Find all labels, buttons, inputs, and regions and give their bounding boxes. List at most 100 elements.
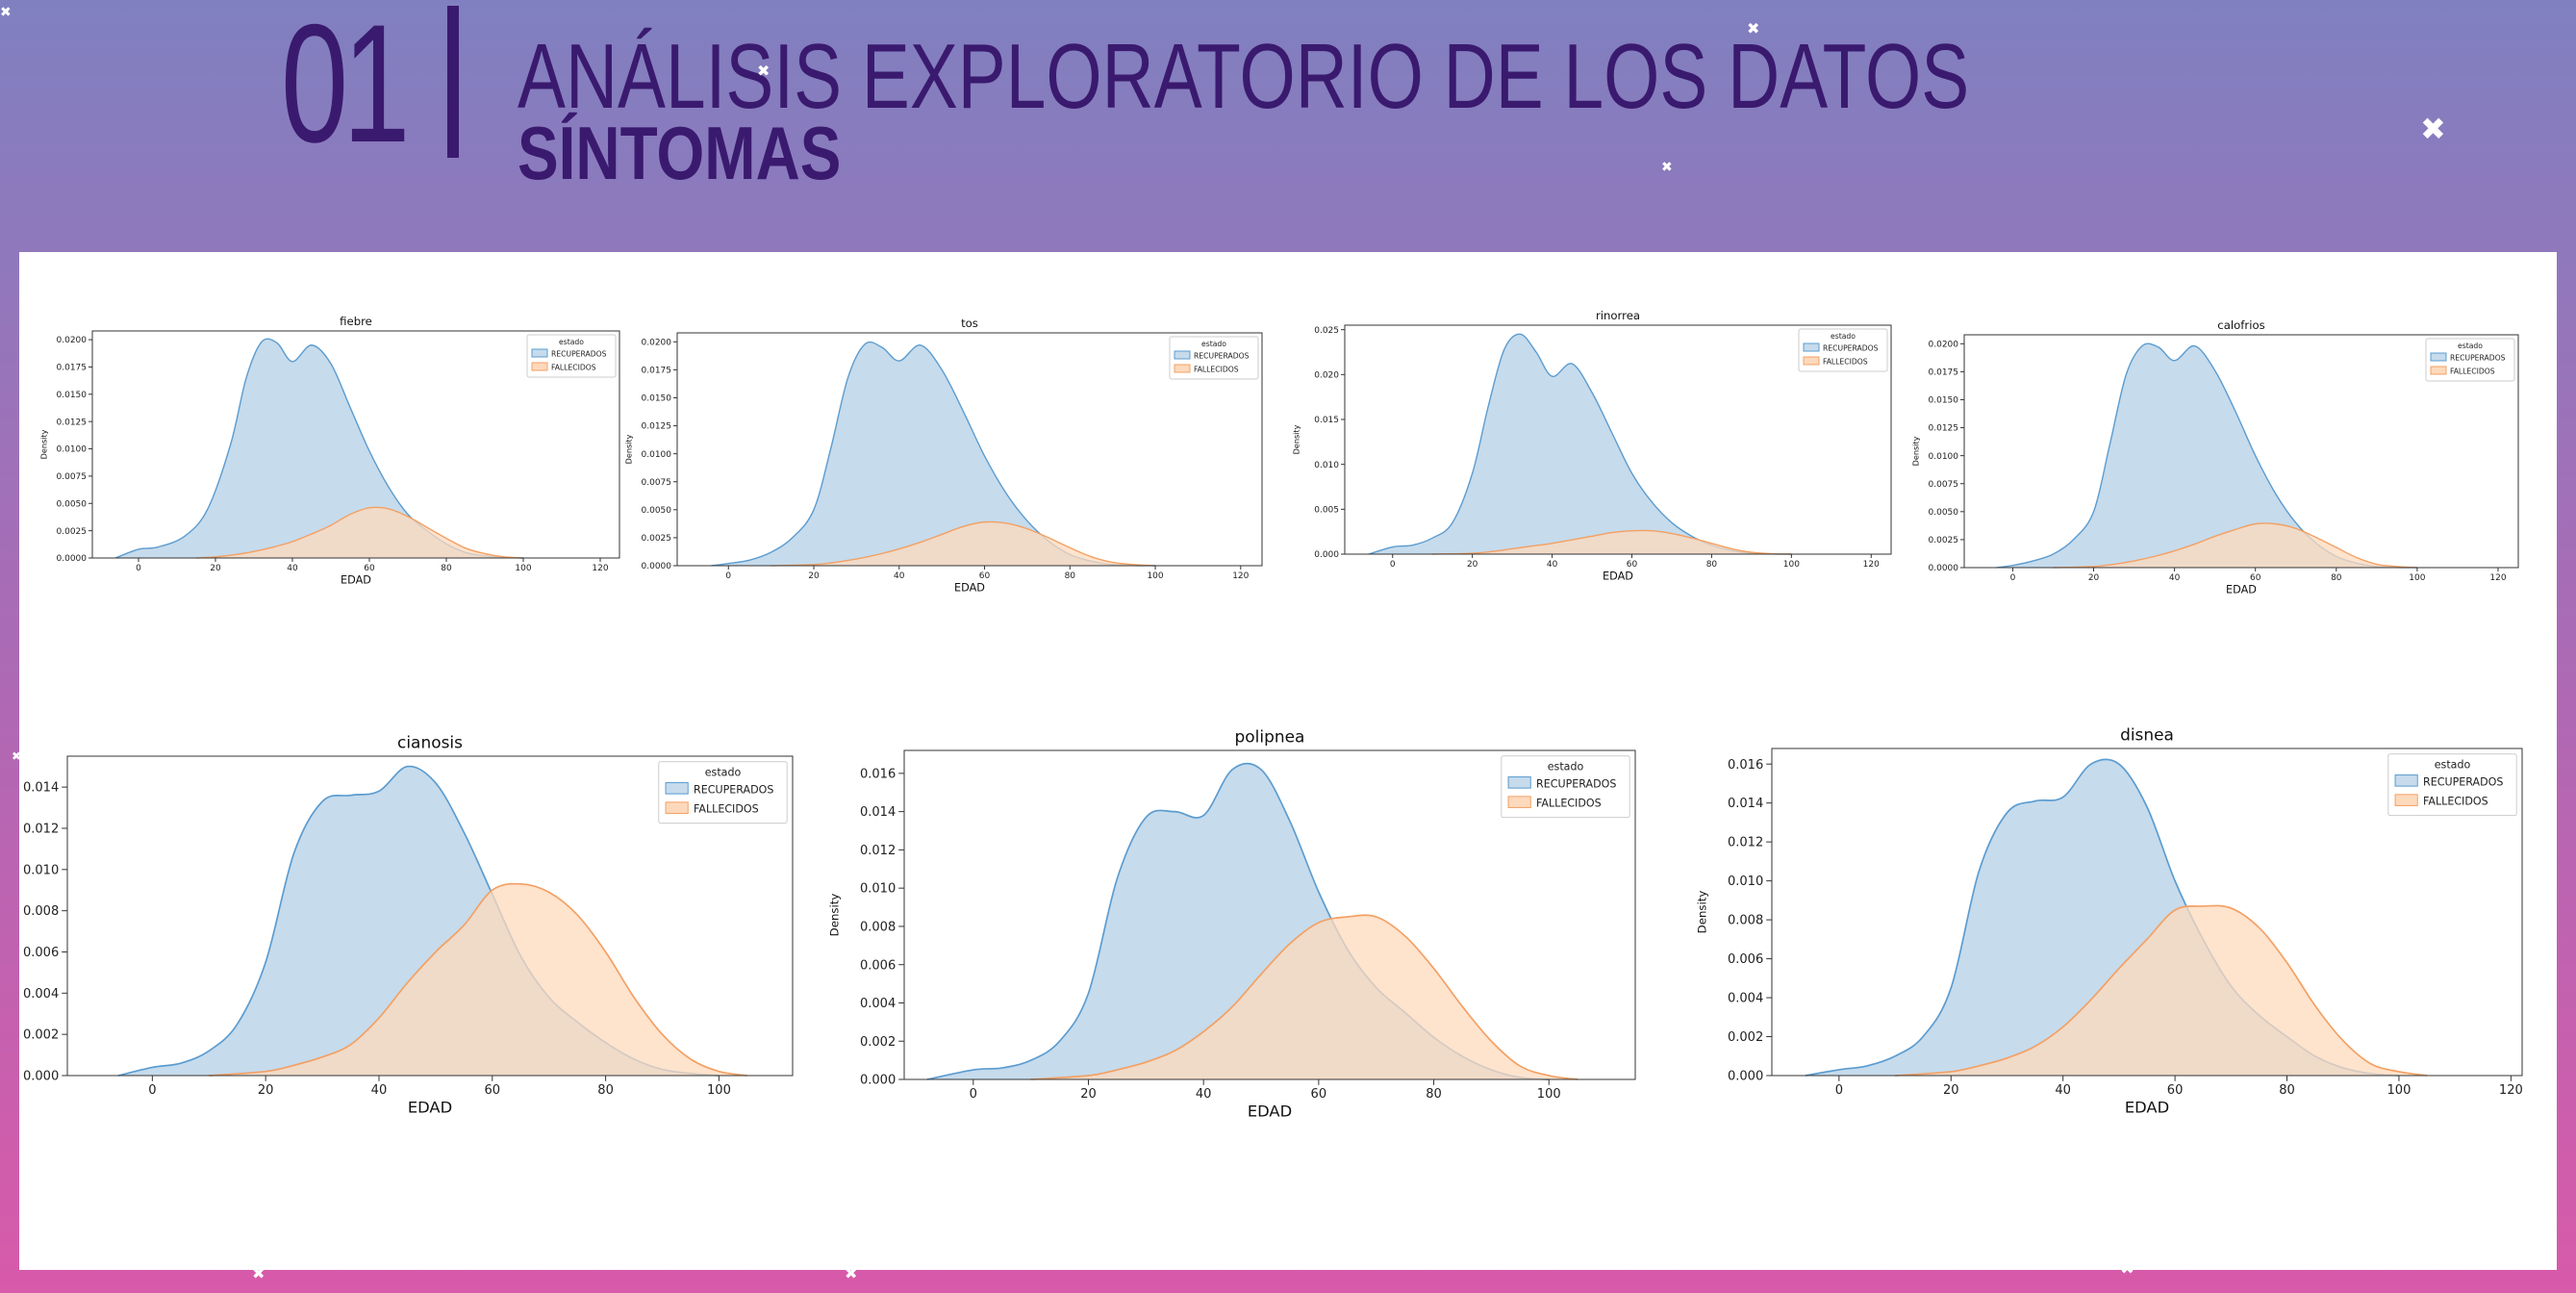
- y-axis-label: Density: [1911, 436, 1921, 466]
- section-divider: [447, 6, 459, 158]
- x-tick-label: 0: [1835, 1083, 1843, 1098]
- series-area-fallecidos: [1030, 915, 1578, 1079]
- x-tick-label: 20: [1080, 1087, 1097, 1102]
- x-axis-label: EDAD: [1603, 570, 1633, 583]
- x-tick-label: 40: [1196, 1087, 1212, 1102]
- x-tick-label: 20: [2088, 573, 2100, 583]
- charts-panel: 0 20 40 60 80 100 120 0.0000 0.0025 0.0050 0.0075 0…: [0, 252, 2557, 1270]
- legend-swatch-fallecidos: [531, 362, 548, 371]
- legend-title: estado: [1201, 340, 1226, 348]
- legend-title: estado: [559, 338, 584, 346]
- legend-label-fallecidos: FALLECIDOS: [1536, 798, 1602, 810]
- x-axis-label: EDAD: [2125, 1098, 2169, 1116]
- legend-swatch-recuperados: [1174, 350, 1191, 360]
- y-tick-label: 0.014: [23, 781, 59, 796]
- y-tick-label: 0.010: [23, 863, 59, 877]
- chart-polipnea: 0 20 40 60 80 100 0.000 0.002 0.004 0.006 0.008 0.0…: [827, 726, 1636, 1120]
- y-tick-label: 0.0200: [57, 336, 88, 345]
- y-tick-label: 0.0175: [642, 367, 672, 376]
- x-axis-label: EDAD: [341, 574, 371, 587]
- x-tick-label: 60: [2250, 573, 2261, 583]
- y-tick-label: 0.0100: [642, 450, 672, 460]
- series-area-recuperados: [1996, 343, 2417, 568]
- plot-frame: [1344, 324, 1892, 555]
- y-tick-label: 0.0025: [1929, 536, 1959, 545]
- y-tick-label: 0.016: [860, 767, 896, 781]
- legend-box: [1798, 328, 1888, 372]
- legend-box: [1169, 336, 1259, 380]
- series-area-recuperados: [118, 766, 720, 1076]
- legend-label-recuperados: RECUPERADOS: [1194, 352, 1250, 361]
- chart-title: tos: [961, 317, 978, 330]
- y-tick-label: 0.020: [1314, 370, 1339, 380]
- y-tick-label: 0.0175: [1929, 368, 1959, 378]
- y-tick-label: 0.005: [1314, 505, 1339, 515]
- x-tick-label: 100: [1783, 560, 1800, 570]
- x-tick-label: 80: [2279, 1083, 2295, 1098]
- legend-label-fallecidos: FALLECIDOS: [2423, 796, 2488, 808]
- y-tick-label: 0.002: [1728, 1030, 1763, 1045]
- page-subtitle: SÍNTOMAS: [518, 111, 842, 195]
- series-area-recuperados: [1368, 334, 1792, 554]
- legend-title: estado: [1831, 332, 1856, 341]
- y-tick-label: 0.000: [860, 1074, 896, 1088]
- y-tick-label: 0.015: [1314, 416, 1339, 425]
- legend-label-fallecidos: FALLECIDOS: [551, 364, 596, 372]
- x-tick-label: 100: [707, 1083, 731, 1098]
- series-area-recuperados: [1805, 759, 2399, 1076]
- star-icon: ✖: [1747, 19, 1760, 38]
- y-tick-label: 0.0175: [57, 364, 88, 373]
- x-axis-label: EDAD: [1248, 1102, 1292, 1120]
- x-tick-label: 80: [441, 564, 452, 573]
- x-tick-label: 0: [2010, 573, 2016, 583]
- x-tick-label: 20: [1943, 1083, 1959, 1098]
- series-area-fallecidos: [2053, 522, 2417, 568]
- series-line-fallecidos: [1030, 914, 1578, 1080]
- x-tick-label: 60: [1627, 560, 1638, 570]
- y-tick-label: 0.025: [1314, 326, 1339, 336]
- y-tick-label: 0.0025: [642, 534, 672, 544]
- legend-swatch-fallecidos: [1507, 796, 1531, 808]
- y-tick-label: 0.0100: [57, 445, 88, 455]
- x-tick-label: 20: [258, 1083, 274, 1098]
- y-axis-label: Density: [827, 894, 841, 937]
- y-tick-label: 0.012: [860, 844, 896, 858]
- x-tick-label: 0: [725, 571, 731, 581]
- x-axis-label: EDAD: [954, 582, 985, 595]
- legend-box: [658, 761, 788, 824]
- y-tick-label: 0.0125: [1929, 424, 1959, 434]
- y-tick-label: 0.012: [1728, 836, 1763, 850]
- x-tick-label: 60: [484, 1083, 500, 1098]
- y-tick-label: 0.010: [1728, 875, 1763, 889]
- x-tick-label: 20: [1467, 560, 1478, 570]
- plot-frame: [1771, 748, 2523, 1077]
- y-tick-label: 0.0000: [1929, 564, 1959, 573]
- legend-title: estado: [1548, 760, 1584, 773]
- x-tick-label: 60: [979, 571, 991, 581]
- y-tick-label: 0.004: [860, 997, 896, 1011]
- y-tick-label: 0.0125: [57, 418, 88, 427]
- x-tick-label: 100: [515, 564, 531, 573]
- y-axis-label: Density: [1292, 424, 1301, 454]
- y-tick-label: 0.002: [860, 1035, 896, 1050]
- y-tick-label: 0.002: [23, 1028, 59, 1043]
- series-line-fallecidos: [1432, 529, 1792, 555]
- x-tick-label: 120: [2489, 573, 2506, 583]
- y-tick-label: 0.006: [1728, 952, 1763, 967]
- series-line-fallecidos: [770, 520, 1156, 567]
- x-tick-label: 100: [1147, 571, 1163, 581]
- series-area-fallecidos: [196, 507, 523, 558]
- y-tick-label: 0.0050: [1929, 508, 1959, 518]
- star-icon: ✖: [2420, 111, 2446, 147]
- chart-rinorrea: 0 20 40 60 80 100 120 0.000 0.005 0.010 0.015 0.020…: [1292, 309, 1892, 583]
- star-icon: ✖: [757, 62, 770, 80]
- y-axis-label: Density: [624, 434, 634, 464]
- x-tick-label: 80: [1426, 1087, 1442, 1102]
- x-tick-label: 80: [2331, 573, 2342, 583]
- legend-box: [2387, 753, 2517, 817]
- y-tick-label: 0.0125: [642, 422, 672, 432]
- x-tick-label: 20: [210, 564, 221, 573]
- plot-frame: [1963, 334, 2519, 569]
- y-tick-label: 0.014: [1728, 797, 1763, 811]
- legend-label-recuperados: RECUPERADOS: [2450, 354, 2506, 363]
